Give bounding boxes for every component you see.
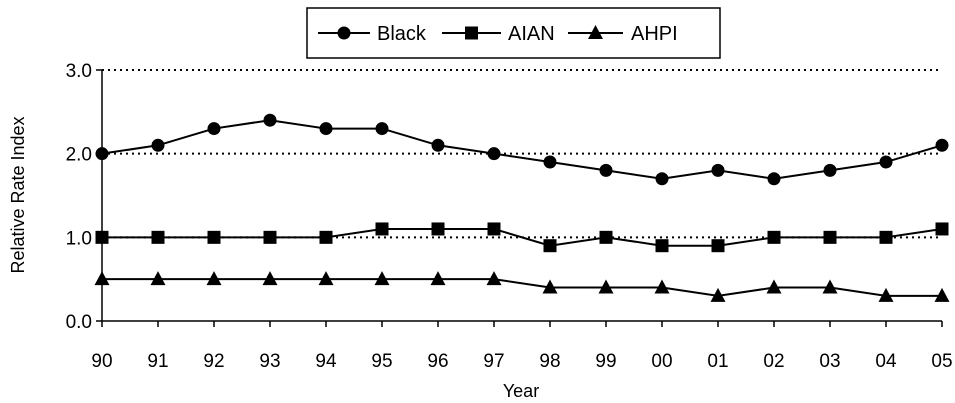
legend-label-ahpi: AHPI (631, 23, 678, 45)
data-point-ahpi (94, 271, 110, 286)
data-point-black (319, 122, 333, 136)
legend-item-black: Black (318, 23, 427, 45)
data-point-aian (599, 230, 613, 244)
data-point-aian (151, 230, 165, 244)
data-point-ahpi (654, 279, 670, 294)
data-point-ahpi (430, 271, 446, 286)
data-point-aian (655, 239, 669, 253)
data-point-aian (711, 239, 725, 253)
x-tick-label: 03 (819, 351, 840, 372)
x-tick-label: 93 (259, 351, 280, 372)
data-point-black (767, 172, 781, 186)
legend-box (306, 7, 721, 59)
data-point-aian (487, 222, 501, 236)
data-point-black (599, 163, 613, 177)
data-point-black (263, 113, 277, 127)
data-point-aian (263, 230, 277, 244)
data-point-aian (879, 230, 893, 244)
x-tick-label: 02 (763, 351, 784, 372)
legend: Black AIAN AHPI (318, 23, 678, 45)
data-point-aian (767, 230, 781, 244)
x-tick-label: 91 (147, 351, 168, 372)
y-axis-label: Relative Rate Index (8, 116, 28, 273)
x-tick-label: 95 (371, 351, 392, 372)
series-line-aian (102, 227, 943, 247)
data-point-black (375, 122, 389, 136)
data-point-aian (319, 230, 333, 244)
x-tick-label: 96 (427, 351, 448, 372)
series-ahpi (94, 271, 950, 302)
x-tick-label: 99 (595, 351, 616, 372)
y-tick-label: 1.0 (66, 228, 92, 249)
x-tick-label: 04 (875, 351, 897, 372)
x-tick-label: 01 (707, 351, 728, 372)
legend-item-ahpi: AHPI (568, 23, 678, 45)
data-point-black (543, 155, 557, 169)
data-point-black (431, 138, 445, 152)
x-tick-label: 00 (651, 351, 672, 372)
data-point-aian (823, 230, 837, 244)
legend-label-black: Black (377, 23, 427, 45)
series-group (94, 113, 950, 302)
data-point-ahpi (374, 271, 390, 286)
data-point-ahpi (822, 279, 838, 294)
data-point-ahpi (766, 279, 782, 294)
series-aian (95, 222, 949, 253)
data-point-ahpi (486, 271, 502, 286)
data-point-ahpi (542, 279, 558, 294)
data-point-aian (543, 239, 557, 253)
data-point-ahpi (710, 287, 726, 302)
x-tick-label: 97 (483, 351, 504, 372)
data-point-black (487, 147, 501, 161)
data-point-ahpi (262, 271, 278, 286)
data-point-aian (95, 230, 109, 244)
data-point-ahpi (150, 271, 166, 286)
data-point-black (935, 138, 949, 152)
tick-labels: 0.0 1.0 2.0 3.0 90 91 92 93 94 95 96 97 98 99 00 01 02 03… (66, 61, 953, 372)
data-point-black (711, 163, 725, 177)
data-point-aian (375, 222, 389, 236)
data-point-black (879, 155, 893, 169)
data-point-black (95, 147, 109, 161)
data-point-ahpi (934, 287, 950, 302)
x-tick-label: 90 (91, 351, 112, 372)
data-point-ahpi (598, 279, 614, 294)
series-line-ahpi (102, 278, 942, 297)
legend-label-aian: AIAN (508, 23, 555, 45)
data-point-aian (207, 230, 221, 244)
x-axis-label: Year (503, 381, 539, 401)
x-tick-label: 05 (931, 351, 952, 372)
legend-marker-aian (465, 26, 478, 40)
series-black (95, 113, 949, 186)
data-point-black (823, 163, 837, 177)
data-point-aian (935, 222, 949, 236)
data-point-ahpi (206, 271, 222, 286)
x-tick-label: 98 (539, 351, 560, 372)
x-tick-label: 92 (203, 351, 224, 372)
y-tick-label: 2.0 (66, 145, 92, 166)
data-point-black (151, 138, 165, 152)
legend-item-aian: AIAN (442, 23, 555, 45)
legend-marker-black (337, 26, 351, 40)
x-tick-label: 94 (315, 351, 337, 372)
legend-marker-ahpi (588, 25, 603, 39)
gridlines (102, 69, 942, 239)
data-point-black (655, 172, 669, 186)
y-tick-label: 3.0 (66, 61, 92, 82)
series-line-black (101, 119, 943, 180)
y-tick-label: 0.0 (66, 312, 92, 333)
data-point-ahpi (878, 287, 894, 302)
data-point-ahpi (318, 271, 334, 286)
data-point-black (207, 122, 221, 136)
data-point-aian (431, 222, 445, 236)
